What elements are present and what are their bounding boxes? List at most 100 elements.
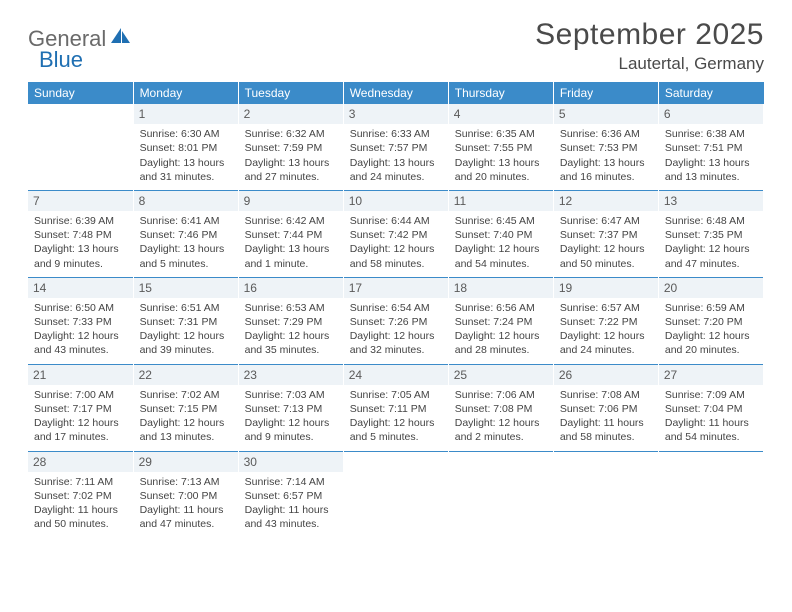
- sunset-line: Sunset: 7:15 PM: [140, 402, 232, 416]
- day-number: 2: [239, 104, 343, 124]
- daylight-line: Daylight: 12 hours and 50 minutes.: [560, 242, 652, 270]
- sunrise-line: Sunrise: 6:54 AM: [350, 301, 442, 315]
- sunset-line: Sunset: 7:11 PM: [350, 402, 442, 416]
- day-number: 6: [659, 104, 763, 124]
- sunset-line: Sunset: 7:57 PM: [350, 141, 442, 155]
- day-number: 9: [239, 191, 343, 211]
- calendar-row: 14Sunrise: 6:50 AMSunset: 7:33 PMDayligh…: [28, 277, 764, 364]
- day-number: 17: [344, 278, 448, 298]
- calendar-cell: [553, 451, 658, 537]
- daylight-line: Daylight: 12 hours and 28 minutes.: [455, 329, 547, 357]
- day-number: 18: [449, 278, 553, 298]
- calendar-cell: 24Sunrise: 7:05 AMSunset: 7:11 PMDayligh…: [343, 364, 448, 451]
- daylight-line: Daylight: 13 hours and 5 minutes.: [140, 242, 232, 270]
- weekday-header: Friday: [553, 82, 658, 104]
- sunset-line: Sunset: 7:29 PM: [245, 315, 337, 329]
- weekday-header: Monday: [133, 82, 238, 104]
- daylight-line: Daylight: 12 hours and 43 minutes.: [34, 329, 127, 357]
- sunrise-line: Sunrise: 7:00 AM: [34, 388, 127, 402]
- sunrise-line: Sunrise: 6:59 AM: [665, 301, 757, 315]
- daylight-line: Daylight: 13 hours and 20 minutes.: [455, 156, 547, 184]
- calendar-cell: 3 Sunrise: 6:33 AMSunset: 7:57 PMDaylight…: [343, 104, 448, 190]
- calendar-cell: 16Sunrise: 6:53 AMSunset: 7:29 PMDayligh…: [238, 277, 343, 364]
- calendar-cell: 22Sunrise: 7:02 AMSunset: 7:15 PMDayligh…: [133, 364, 238, 451]
- calendar-header-row: SundayMondayTuesdayWednesdayThursdayFrid…: [28, 82, 764, 104]
- sunset-line: Sunset: 7:02 PM: [34, 489, 127, 503]
- sunset-line: Sunset: 7:31 PM: [140, 315, 232, 329]
- day-number: 16: [239, 278, 343, 298]
- sunrise-line: Sunrise: 6:36 AM: [560, 127, 652, 141]
- day-number: 8: [134, 191, 238, 211]
- daylight-line: Daylight: 11 hours and 50 minutes.: [34, 503, 127, 531]
- calendar-cell: 27 Sunrise: 7:09 AMSunset: 7:04 PMDayligh…: [658, 364, 763, 451]
- daylight-line: Daylight: 11 hours and 47 minutes.: [140, 503, 232, 531]
- calendar-row: 21Sunrise: 7:00 AMSunset: 7:17 PMDayligh…: [28, 364, 764, 451]
- calendar-cell: [448, 451, 553, 537]
- calendar-body: 1Sunrise: 6:30 AMSunset: 8:01 PMDaylight…: [28, 104, 764, 537]
- day-number: 30: [239, 452, 343, 472]
- sunrise-line: Sunrise: 6:33 AM: [350, 127, 442, 141]
- daylight-line: Daylight: 12 hours and 20 minutes.: [665, 329, 757, 357]
- sunset-line: Sunset: 7:42 PM: [350, 228, 442, 242]
- calendar-cell: 2Sunrise: 6:32 AMSunset: 7:59 PMDaylight…: [238, 104, 343, 190]
- daylight-line: Daylight: 12 hours and 17 minutes.: [34, 416, 127, 444]
- sunrise-line: Sunrise: 6:32 AM: [245, 127, 337, 141]
- sunset-line: Sunset: 7:13 PM: [245, 402, 337, 416]
- logo-text-blue-wrap: Blue: [39, 47, 83, 73]
- day-number: 29: [134, 452, 238, 472]
- daylight-line: Daylight: 12 hours and 24 minutes.: [560, 329, 652, 357]
- sunset-line: Sunset: 7:48 PM: [34, 228, 127, 242]
- day-number: 3: [344, 104, 448, 124]
- daylight-line: Daylight: 12 hours and 9 minutes.: [245, 416, 337, 444]
- day-number: 21: [28, 365, 133, 385]
- calendar-cell: 7Sunrise: 6:39 AMSunset: 7:48 PMDaylight…: [28, 190, 133, 277]
- day-number: 7: [28, 191, 133, 211]
- daylight-line: Daylight: 11 hours and 54 minutes.: [665, 416, 757, 444]
- sunrise-line: Sunrise: 6:48 AM: [665, 214, 757, 228]
- sunrise-line: Sunrise: 7:13 AM: [140, 475, 232, 489]
- calendar-table: SundayMondayTuesdayWednesdayThursdayFrid…: [28, 82, 764, 537]
- daylight-line: Daylight: 11 hours and 58 minutes.: [560, 416, 652, 444]
- weekday-header: Wednesday: [343, 82, 448, 104]
- sunrise-line: Sunrise: 6:44 AM: [350, 214, 442, 228]
- daylight-line: Daylight: 12 hours and 32 minutes.: [350, 329, 442, 357]
- calendar-row: 28Sunrise: 7:11 AMSunset: 7:02 PMDayligh…: [28, 451, 764, 537]
- calendar-cell: 6Sunrise: 6:38 AMSunset: 7:51 PMDaylight…: [658, 104, 763, 190]
- sunset-line: Sunset: 7:35 PM: [665, 228, 757, 242]
- sunrise-line: Sunrise: 7:09 AM: [665, 388, 757, 402]
- sunset-line: Sunset: 7:04 PM: [665, 402, 757, 416]
- calendar-cell: 18Sunrise: 6:56 AMSunset: 7:24 PMDayligh…: [448, 277, 553, 364]
- sunset-line: Sunset: 7:17 PM: [34, 402, 127, 416]
- sunrise-line: Sunrise: 6:47 AM: [560, 214, 652, 228]
- calendar-cell: 9Sunrise: 6:42 AMSunset: 7:44 PMDaylight…: [238, 190, 343, 277]
- day-number: 10: [344, 191, 448, 211]
- sunrise-line: Sunrise: 7:08 AM: [560, 388, 652, 402]
- daylight-line: Daylight: 12 hours and 39 minutes.: [140, 329, 232, 357]
- calendar-row: 1Sunrise: 6:30 AMSunset: 8:01 PMDaylight…: [28, 104, 764, 190]
- calendar-cell: 17 Sunrise: 6:54 AMSunset: 7:26 PMDayligh…: [343, 277, 448, 364]
- calendar-cell: 10Sunrise: 6:44 AMSunset: 7:42 PMDayligh…: [343, 190, 448, 277]
- sunrise-line: Sunrise: 6:35 AM: [455, 127, 547, 141]
- weekday-header: Tuesday: [238, 82, 343, 104]
- day-number: 27: [659, 365, 763, 385]
- sunset-line: Sunset: 7:00 PM: [140, 489, 232, 503]
- day-number: 19: [554, 278, 658, 298]
- calendar-cell: [28, 104, 133, 190]
- sunset-line: Sunset: 7:40 PM: [455, 228, 547, 242]
- day-number: 22: [134, 365, 238, 385]
- sunrise-line: Sunrise: 6:30 AM: [140, 127, 232, 141]
- sunrise-line: Sunrise: 7:14 AM: [245, 475, 337, 489]
- sunrise-line: Sunrise: 6:50 AM: [34, 301, 127, 315]
- sunset-line: Sunset: 8:01 PM: [140, 141, 232, 155]
- calendar-cell: 20Sunrise: 6:59 AMSunset: 7:20 PMDayligh…: [658, 277, 763, 364]
- daylight-line: Daylight: 13 hours and 24 minutes.: [350, 156, 442, 184]
- daylight-line: Daylight: 13 hours and 16 minutes.: [560, 156, 652, 184]
- sunrise-line: Sunrise: 7:05 AM: [350, 388, 442, 402]
- daylight-line: Daylight: 12 hours and 13 minutes.: [140, 416, 232, 444]
- day-number: 28: [28, 452, 133, 472]
- weekday-header: Thursday: [448, 82, 553, 104]
- daylight-line: Daylight: 12 hours and 5 minutes.: [350, 416, 442, 444]
- day-number: 26: [554, 365, 658, 385]
- sunset-line: Sunset: 7:26 PM: [350, 315, 442, 329]
- calendar-cell: 23Sunrise: 7:03 AMSunset: 7:13 PMDayligh…: [238, 364, 343, 451]
